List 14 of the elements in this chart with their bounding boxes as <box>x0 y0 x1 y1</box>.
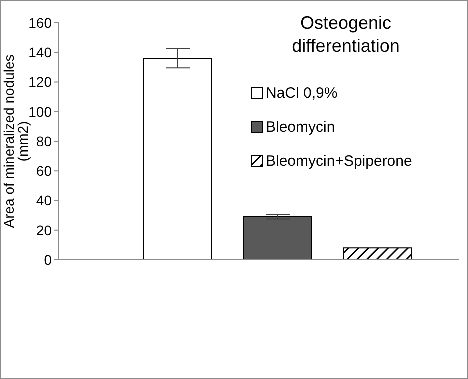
y-tick-label: 160 <box>28 14 52 31</box>
legend-label: Bleomycin <box>266 118 336 136</box>
y-tick-label: 120 <box>28 74 52 90</box>
legend-label: NaCl 0,9% <box>266 84 338 102</box>
y-axis-title: Area of mineralized nodules (mm2) <box>1 54 31 228</box>
y-tick-label: 20 <box>36 222 52 238</box>
legend-label: Bleomycin+Spiperone <box>266 152 412 170</box>
y-tick-label: 40 <box>36 192 52 209</box>
chart-title: Osteogenic differentiation <box>292 13 400 56</box>
y-tick-label: 100 <box>28 104 52 120</box>
y-tick-label: 80 <box>36 133 52 150</box>
y-tick-label: 140 <box>28 44 52 61</box>
y-tick-label: 0 <box>44 252 52 268</box>
y-tick-label: 60 <box>36 163 52 180</box>
